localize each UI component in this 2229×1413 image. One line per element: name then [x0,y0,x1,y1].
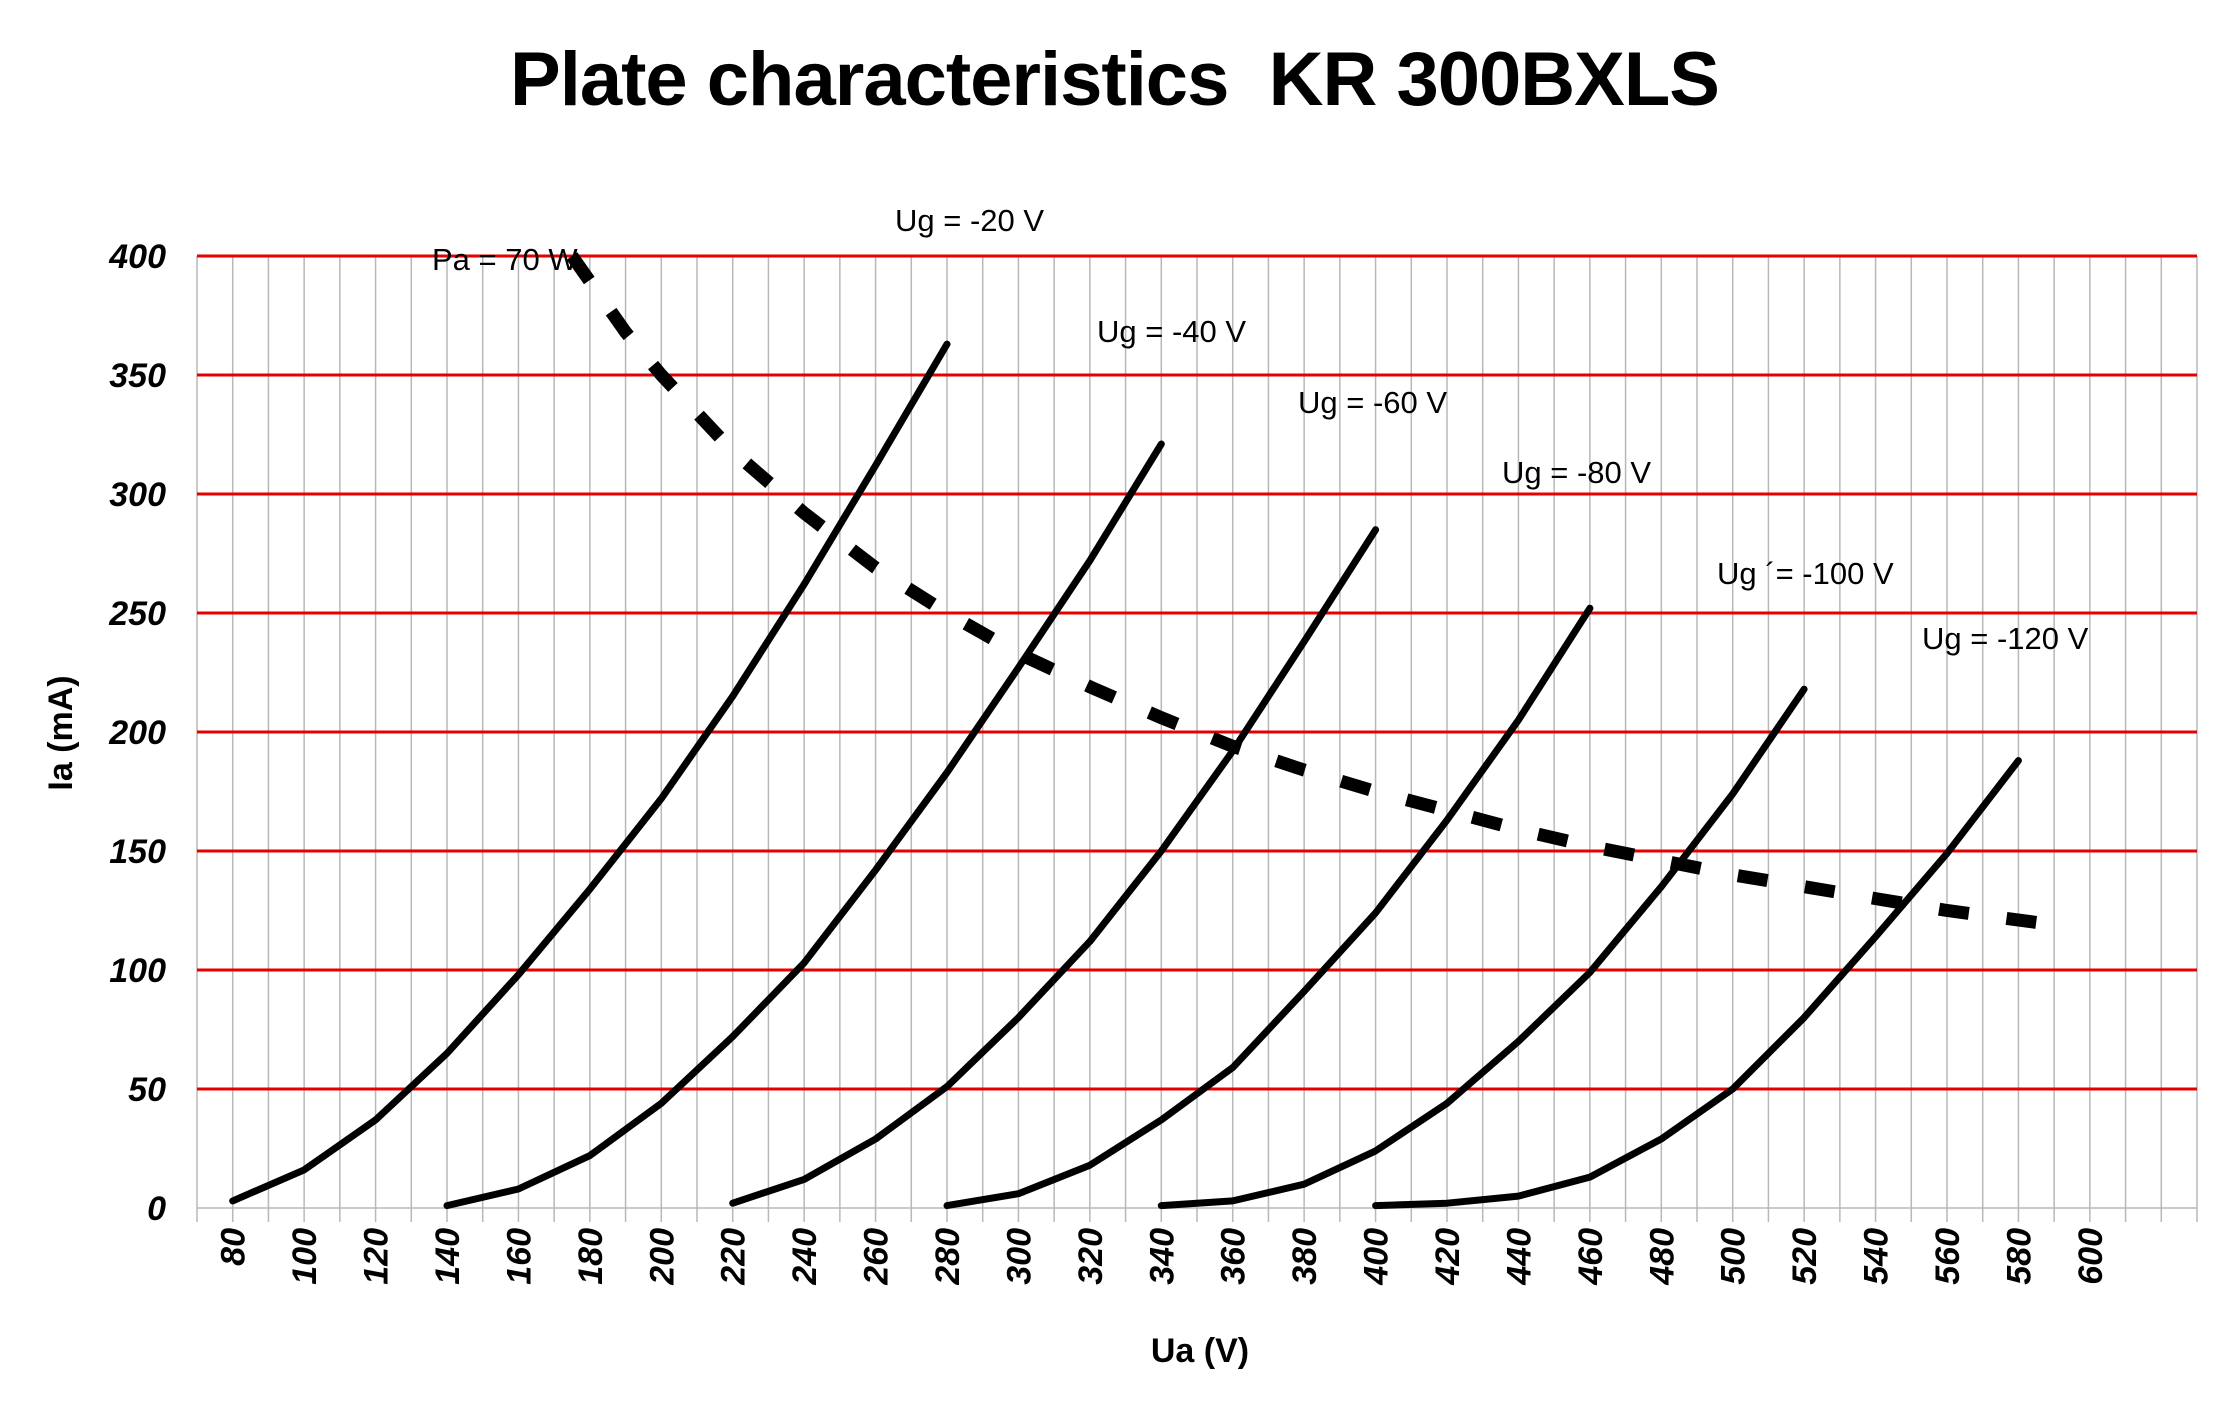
x-tick-label: 140 [429,1228,467,1285]
x-tick-label: 320 [1072,1228,1110,1285]
x-tick-label: 280 [929,1228,967,1286]
x-tick-label: 120 [358,1228,396,1285]
series-label: Ug = -120 V [1922,621,2089,656]
x-tick-label: 560 [1929,1228,1967,1285]
y-tick-label: 150 [109,833,166,871]
x-tick-label: 600 [2072,1228,2110,1285]
series-label: Ug = -80 V [1502,455,1651,490]
x-tick-label: 500 [1715,1228,1753,1285]
series-label: Ug = -60 V [1298,385,1447,420]
y-tick-label: 50 [128,1071,166,1109]
x-tick-label: 180 [572,1228,610,1285]
pa-70w-curve [566,252,2055,932]
x-tick-label: 240 [786,1228,824,1286]
x-tick-label: 520 [1786,1228,1824,1285]
y-tick-label: 300 [109,476,166,514]
x-tick-label: 100 [286,1228,324,1285]
series-line [443,440,1165,1210]
x-tick-label: 540 [1858,1228,1896,1285]
x-tick-label: 380 [1286,1228,1324,1285]
series-label: Ug = -40 V [1097,314,1246,349]
series-label: Ug ´= -100 V [1717,556,1894,591]
y-axis-label: Ia (mA) [42,675,80,790]
series-line [729,526,1380,1207]
x-tick-label: 420 [1429,1228,1467,1286]
x-tick-label: 200 [643,1228,681,1286]
x-tick-label: 460 [1572,1228,1610,1286]
y-tick-label: 400 [108,238,166,276]
x-tick-label: 580 [2000,1228,2038,1285]
series-line [1157,685,1808,1210]
x-tick-label: 160 [500,1228,538,1285]
y-tick-label: 100 [109,952,166,990]
x-tick-label: 300 [1000,1228,1038,1285]
x-axis-label: Ua (V) [1151,1332,1249,1370]
x-tick-label: 400 [1358,1228,1396,1286]
y-tick-label: 350 [109,357,166,395]
series-line [943,604,1594,1210]
y-tick-label: 250 [108,595,166,633]
y-tick-label: 0 [147,1190,166,1228]
series-label: Ug = -20 V [895,203,1044,238]
x-tick-label: 340 [1143,1228,1181,1285]
chart-title: Plate characteristics KR 300BXLS [510,37,1720,122]
x-tick-label: 440 [1500,1228,1538,1286]
y-tick-label: 200 [108,714,166,752]
x-tick-label: 80 [215,1228,253,1266]
x-tick-label: 480 [1643,1228,1681,1286]
x-tick-label: 260 [858,1228,896,1286]
pa-70w-label: Pa = 70 W [432,242,578,277]
series-line [1372,757,2022,1210]
x-tick-label: 220 [715,1228,753,1286]
x-tick-label: 360 [1215,1228,1253,1285]
series-line [229,340,951,1205]
